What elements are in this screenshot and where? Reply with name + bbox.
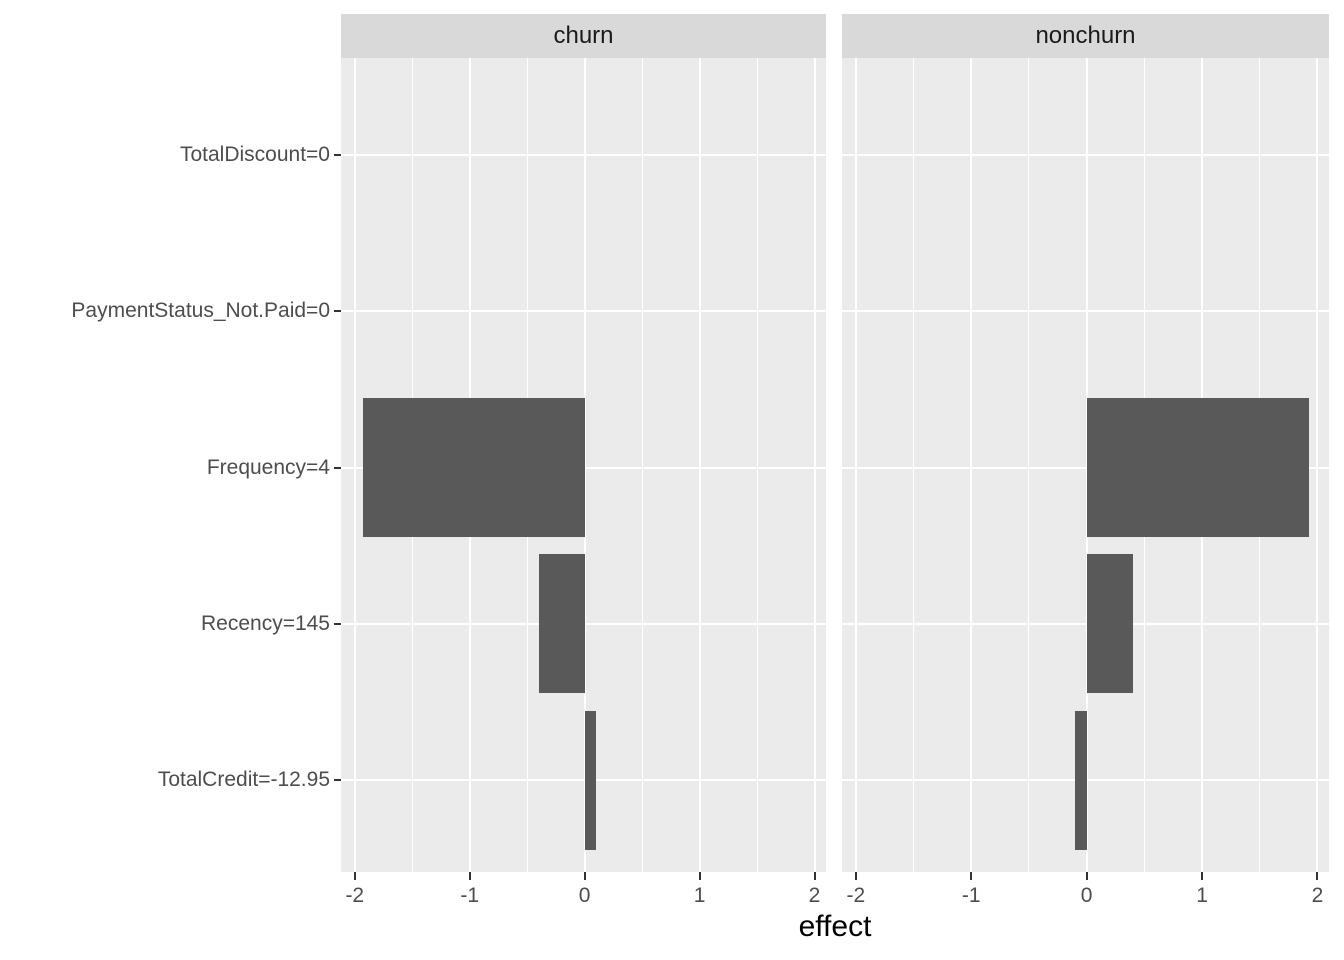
- x-axis-tick-label: 0: [578, 884, 591, 907]
- y-axis-label: Recency=145: [200, 611, 330, 635]
- y-axis-label: PaymentStatus_Not.Paid=0: [71, 299, 330, 323]
- x-axis-tick-label: -2: [345, 884, 365, 907]
- facet-strip-label: nonchurn: [1035, 22, 1136, 49]
- y-axis-tick-mark: [334, 622, 341, 625]
- facet-panel: [341, 58, 826, 872]
- row-gridline: [341, 779, 826, 781]
- x-axis-tick-label: -2: [846, 884, 866, 907]
- bar: [584, 710, 597, 850]
- facet-strip-label: churn: [553, 22, 614, 49]
- y-axis-tick-mark: [334, 154, 341, 156]
- minor-gridline: [641, 58, 643, 872]
- major-gridline: [970, 58, 973, 872]
- x-axis-tick-label: 0: [1080, 884, 1093, 907]
- major-gridline: [813, 58, 816, 872]
- facet-strip: churn: [341, 14, 826, 58]
- minor-gridline: [913, 58, 915, 872]
- row-gridline: [341, 310, 826, 313]
- x-axis-tick-label: 2: [808, 884, 821, 907]
- y-axis-label: Frequency=4: [206, 455, 330, 479]
- row-gridline: [842, 622, 1329, 625]
- y-axis-tick-mark: [334, 310, 341, 313]
- bar: [362, 398, 585, 537]
- x-axis-tick-mark: [1316, 872, 1319, 880]
- bar: [1086, 398, 1310, 537]
- y-axis-tick-mark: [334, 779, 341, 781]
- facet-panel: [842, 58, 1329, 872]
- x-axis-tick-mark: [970, 872, 973, 880]
- x-axis-tick-label: -1: [460, 884, 480, 907]
- y-axis-tick-mark: [334, 466, 341, 469]
- x-axis-tick-mark: [583, 872, 586, 880]
- x-axis-tick-mark: [1201, 872, 1204, 880]
- major-gridline: [1316, 58, 1319, 872]
- row-gridline: [341, 154, 826, 156]
- bar: [1086, 554, 1133, 694]
- minor-gridline: [1028, 58, 1030, 872]
- x-axis-tick-label: 2: [1311, 884, 1324, 907]
- bar: [538, 554, 585, 694]
- x-axis-tick-mark: [813, 872, 816, 880]
- bar: [1075, 710, 1087, 850]
- x-axis-tick-mark: [854, 872, 857, 880]
- row-gridline: [842, 310, 1329, 313]
- major-gridline: [698, 58, 701, 872]
- minor-gridline: [756, 58, 758, 872]
- facet-strip: nonchurn: [842, 14, 1329, 58]
- x-axis-tick-mark: [1085, 872, 1088, 880]
- x-axis-tick-mark: [698, 872, 701, 880]
- major-gridline: [583, 58, 586, 872]
- y-axis-label: TotalDiscount=0: [179, 143, 330, 166]
- row-gridline: [842, 466, 1329, 469]
- x-axis-tick-mark: [468, 872, 471, 880]
- major-gridline: [854, 58, 857, 872]
- y-axis-label: TotalCredit=-12.95: [157, 768, 330, 791]
- x-axis-tick-label: 1: [693, 884, 706, 907]
- major-gridline: [353, 58, 356, 872]
- row-gridline: [842, 154, 1329, 156]
- x-axis-tick-label: 1: [1196, 884, 1208, 907]
- x-axis-title: effect: [798, 910, 872, 943]
- x-axis-tick-label: -1: [961, 884, 981, 907]
- x-axis-tick-mark: [353, 872, 356, 880]
